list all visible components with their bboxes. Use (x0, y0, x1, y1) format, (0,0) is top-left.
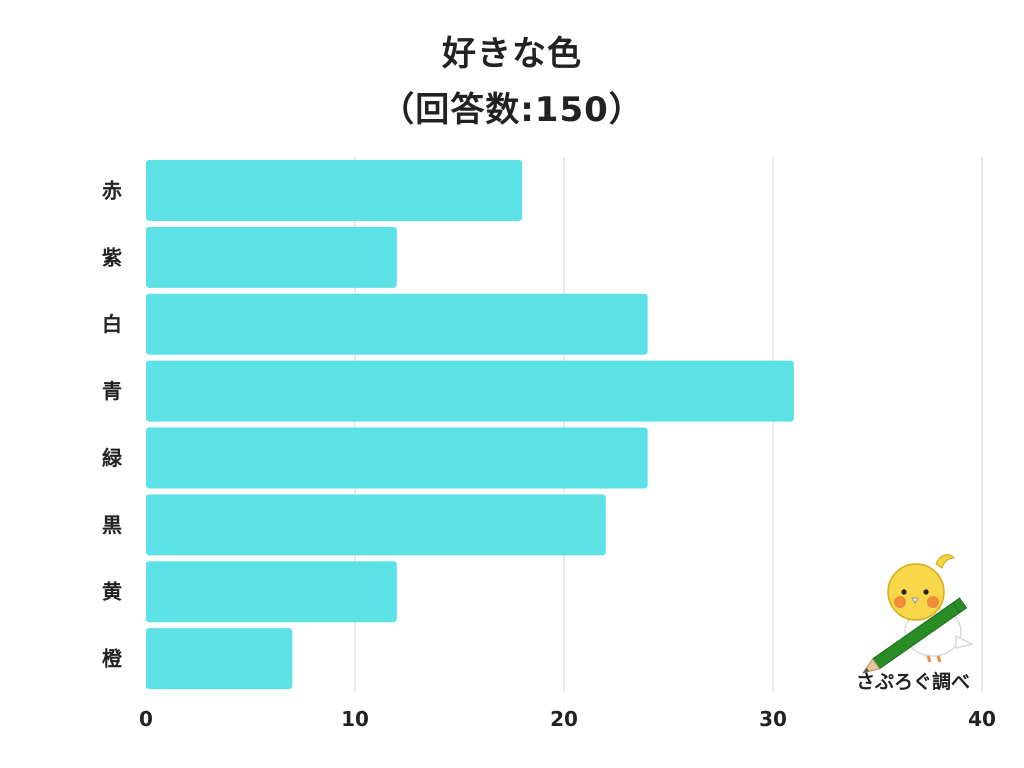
bar (146, 226, 397, 288)
category-label: 緑 (102, 446, 123, 470)
watermark-caption: さぷろぐ調べ (855, 671, 970, 693)
x-tick-label: 20 (550, 707, 578, 731)
bar (146, 427, 648, 489)
bar (146, 494, 606, 556)
bar (146, 159, 523, 221)
bird-with-pencil-icon (861, 554, 975, 674)
x-tick-label: 0 (139, 707, 153, 731)
x-tick-label: 30 (759, 707, 787, 731)
category-label: 紫 (102, 245, 122, 269)
x-tick-label: 10 (341, 707, 369, 731)
category-label: 白 (102, 312, 122, 336)
bar (146, 628, 293, 690)
chart-subtitle: （回答数:150） (380, 90, 644, 130)
category-label: 青 (102, 379, 122, 403)
category-label: 橙 (102, 647, 123, 671)
bar (146, 561, 397, 623)
category-label: 赤 (102, 178, 122, 202)
chart-title: 好きな色 (442, 34, 582, 74)
bar (146, 360, 794, 422)
bar (146, 293, 648, 355)
category-label: 黄 (102, 580, 122, 604)
x-tick-label: 40 (968, 707, 996, 731)
category-label: 黒 (102, 513, 122, 537)
